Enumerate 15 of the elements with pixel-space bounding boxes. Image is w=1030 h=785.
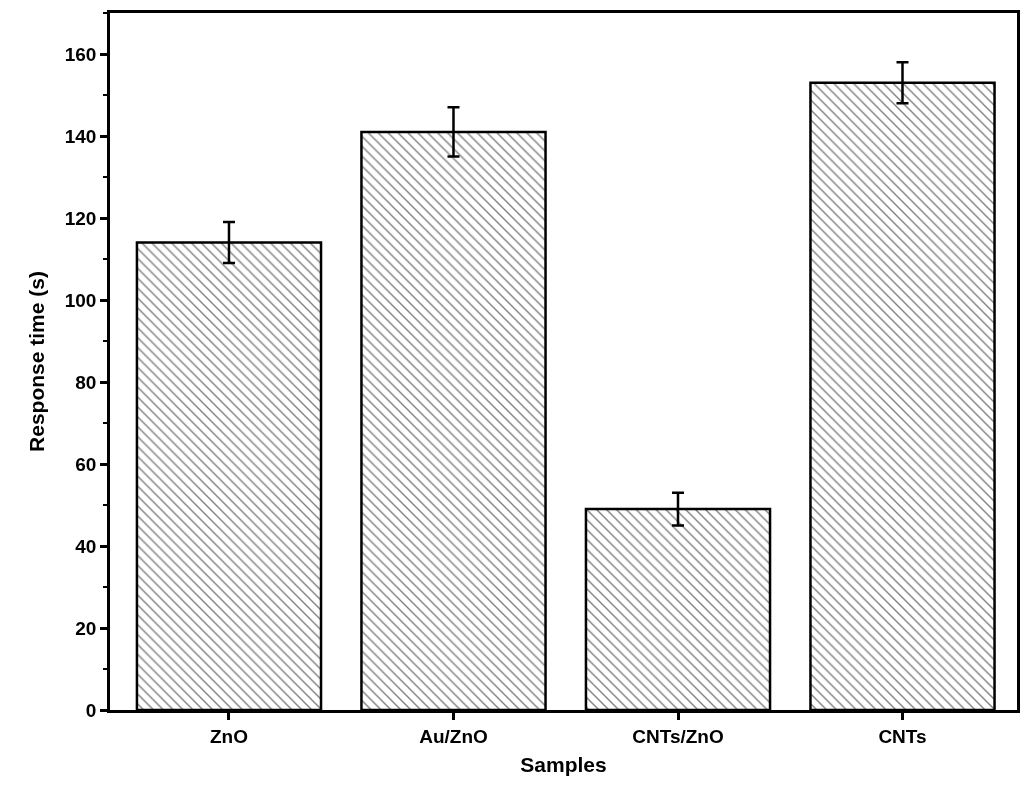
x-tick-label: Au/ZnO bbox=[419, 725, 488, 747]
y-tick-label: 0 bbox=[85, 699, 97, 721]
y-tick-label: 140 bbox=[64, 125, 97, 147]
y-tick-label: 60 bbox=[75, 453, 97, 475]
x-tick-label: CNTs bbox=[878, 725, 927, 747]
x-axis-title: Samples bbox=[520, 752, 607, 776]
y-tick-label: 20 bbox=[75, 617, 97, 639]
y-tick-label: 80 bbox=[75, 371, 97, 393]
y-tick-label: 40 bbox=[75, 535, 97, 557]
x-tick-label: ZnO bbox=[209, 725, 248, 747]
x-tick-label: CNTs/ZnO bbox=[632, 725, 724, 747]
y-tick-label: 100 bbox=[64, 289, 97, 311]
y-tick-label: 160 bbox=[64, 43, 97, 65]
y-tick-label: 120 bbox=[64, 207, 97, 229]
y-axis-title: Response time (s) bbox=[24, 271, 48, 452]
